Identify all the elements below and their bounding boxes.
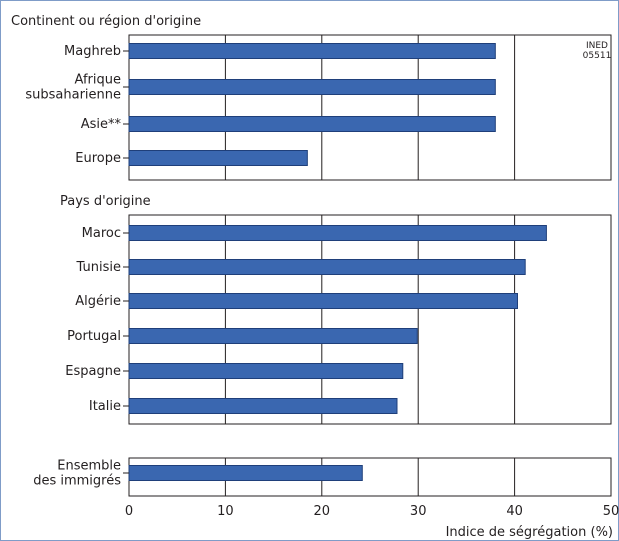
x-tick-label-0: 0	[125, 504, 133, 519]
x-tick-label-10: 10	[217, 504, 234, 519]
category-label-0-3: Europe	[75, 151, 121, 166]
panel-frame-0	[128, 34, 612, 181]
x-tick-label-40: 40	[506, 504, 523, 519]
ined-annotation: INED 05511	[583, 41, 612, 61]
category-label-0-2: Asie**	[81, 117, 122, 132]
category-label-1-2: Algérie	[75, 294, 121, 309]
bar-0-3	[128, 150, 308, 166]
bar-0-0	[128, 43, 496, 59]
category-label-2-0: Ensemble des immigrés	[33, 459, 121, 489]
category-label-1-1: Tunisie	[76, 260, 121, 275]
bar-0-2	[128, 116, 496, 132]
bar-2-0	[128, 465, 363, 481]
panel-title-0: Continent ou région d'origine	[11, 14, 201, 29]
bar-0-1	[128, 79, 496, 95]
category-label-1-3: Portugal	[67, 329, 121, 344]
x-tick-label-50: 50	[603, 504, 619, 519]
x-axis-label: Indice de ségrégation (%)	[446, 525, 613, 540]
bar-1-2	[128, 293, 518, 309]
category-label-1-4: Espagne	[65, 364, 121, 379]
panel-title-1: Pays d'origine	[60, 194, 151, 209]
bar-1-4	[128, 363, 404, 379]
category-label-0-0: Maghreb	[64, 44, 121, 59]
category-label-0-1: Afrique subsaharienne	[25, 73, 121, 103]
bar-1-5	[128, 398, 398, 414]
category-label-1-5: Italie	[89, 399, 121, 414]
bar-1-0	[128, 225, 547, 241]
x-tick-label-30: 30	[410, 504, 427, 519]
panel-frame-1	[128, 214, 612, 425]
x-tick-label-20: 20	[314, 504, 331, 519]
category-label-1-0: Maroc	[82, 226, 121, 241]
bar-1-1	[128, 259, 526, 275]
bar-1-3	[128, 328, 418, 344]
